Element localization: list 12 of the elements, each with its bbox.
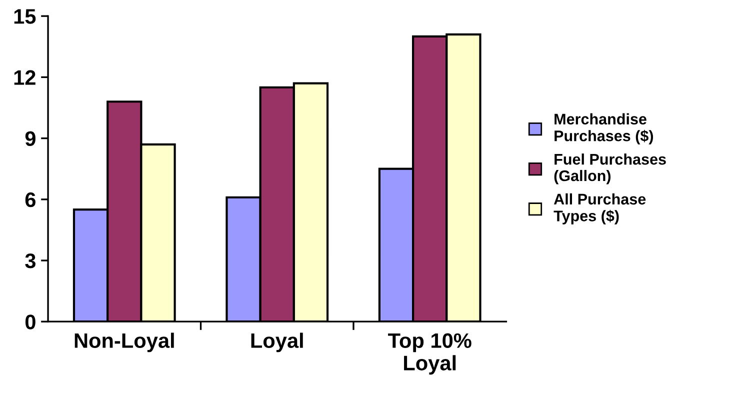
x-tick-label: Non-Loyal (74, 332, 174, 352)
y-tick-label: 9 (25, 131, 36, 146)
y-tick-label: 6 (25, 192, 36, 208)
y-tick-label: 15 (14, 9, 36, 24)
y-tick-label: 3 (25, 253, 36, 268)
y-tick-label: 0 (25, 314, 36, 330)
x-tick-label: Top 10% Loyal (388, 333, 472, 375)
y-tick-label: 12 (14, 70, 36, 85)
x-tick-label: Loyal (251, 332, 303, 352)
legend-label: All Purchase Types ($) (554, 193, 646, 224)
legend-label: Fuel Purchases (Gallon) (554, 153, 666, 184)
legend-label: Merchandise Purchases ($) (554, 113, 654, 144)
